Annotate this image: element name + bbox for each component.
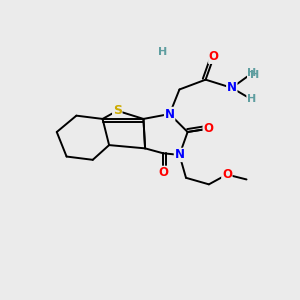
Text: H: H: [248, 68, 257, 78]
Text: S: S: [113, 104, 122, 117]
Text: O: O: [222, 168, 232, 181]
Text: N: N: [174, 148, 184, 161]
Text: H: H: [158, 47, 168, 57]
Text: O: O: [158, 167, 168, 179]
Text: N: N: [227, 81, 237, 94]
Text: O: O: [209, 50, 219, 63]
Text: H: H: [250, 70, 259, 80]
Text: O: O: [203, 122, 213, 135]
Text: H: H: [247, 94, 256, 104]
Text: N: N: [165, 107, 175, 121]
